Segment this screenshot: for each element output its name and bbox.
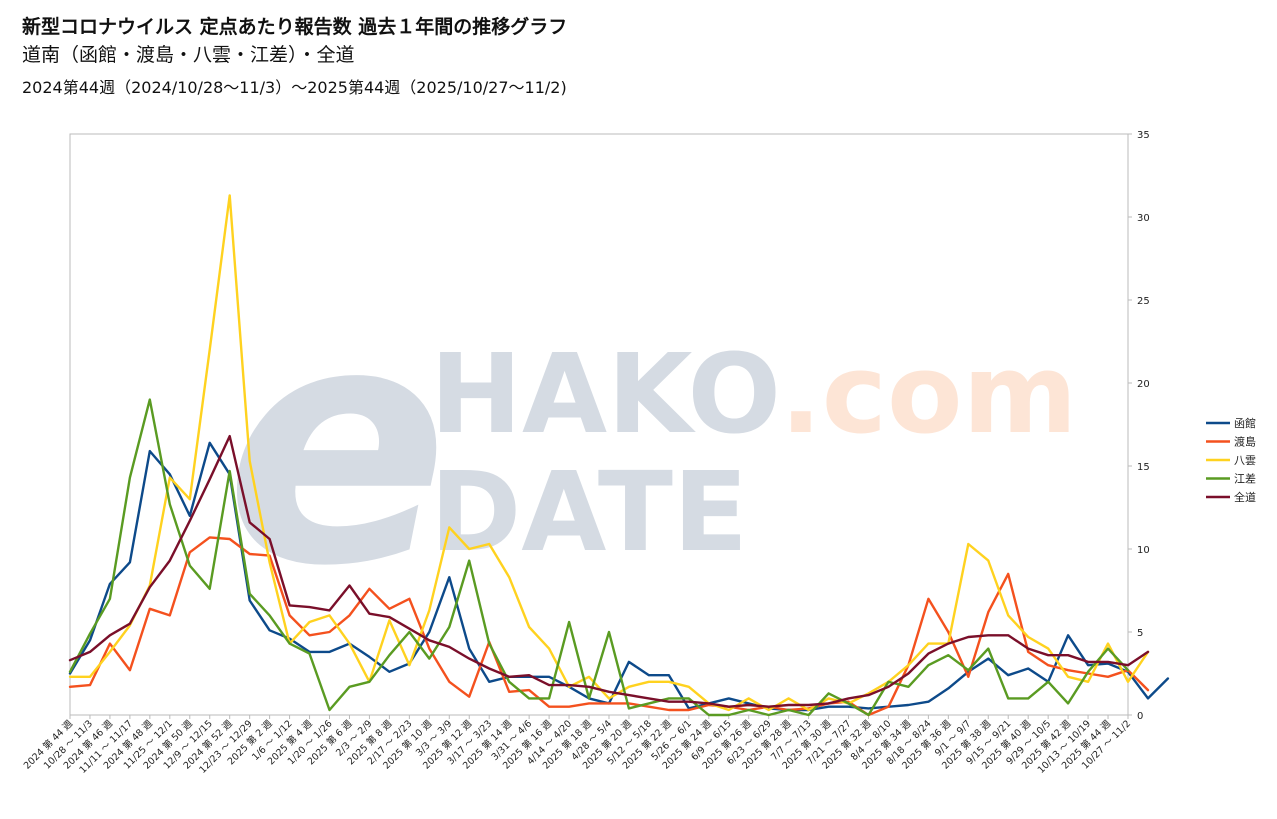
series-line-1: [68, 536, 1150, 717]
series-line-0: [68, 441, 1170, 712]
y-tick-label: 0: [1137, 711, 1143, 722]
watermark-com: .com: [780, 330, 1077, 458]
watermark-date: DATE: [430, 448, 748, 576]
y-tick-label: 20: [1137, 379, 1150, 390]
y-tick-label: 25: [1137, 296, 1150, 307]
series-line-3: [68, 398, 1130, 717]
y-tick-label: 15: [1137, 462, 1150, 473]
legend-label: 八雲: [1234, 454, 1256, 467]
chart-subtitle: 道南（函館・渡島・八雲・江差）・全道: [22, 44, 355, 66]
series-line-4: [68, 434, 1150, 708]
series-line-2: [68, 194, 1150, 712]
y-tick-label: 5: [1137, 628, 1143, 639]
y-tick-label: 30: [1137, 213, 1150, 224]
chart-period: 2024第44週（2024/10/28～11/3）～2025第44週（2025/…: [22, 78, 567, 97]
series-lines: [68, 194, 1170, 717]
y-tick-label: 10: [1137, 545, 1150, 556]
legend-label: 江差: [1234, 472, 1256, 486]
chart-title: 新型コロナウイルス 定点あたり報告数 過去１年間の推移グラフ: [22, 16, 568, 38]
legend-label: 全道: [1234, 490, 1256, 504]
y-tick-label: 35: [1137, 130, 1150, 141]
y-axis: 0 5 10 15 20 25 30 35: [1128, 130, 1150, 722]
watermark-hako: HAKO: [430, 330, 781, 458]
watermark-e: e: [225, 254, 449, 638]
legend-label: 渡島: [1234, 435, 1256, 449]
legend-label: 函館: [1234, 416, 1256, 430]
watermark: e HAKO .com DATE: [225, 254, 1077, 638]
plot-area: [69, 133, 1129, 716]
